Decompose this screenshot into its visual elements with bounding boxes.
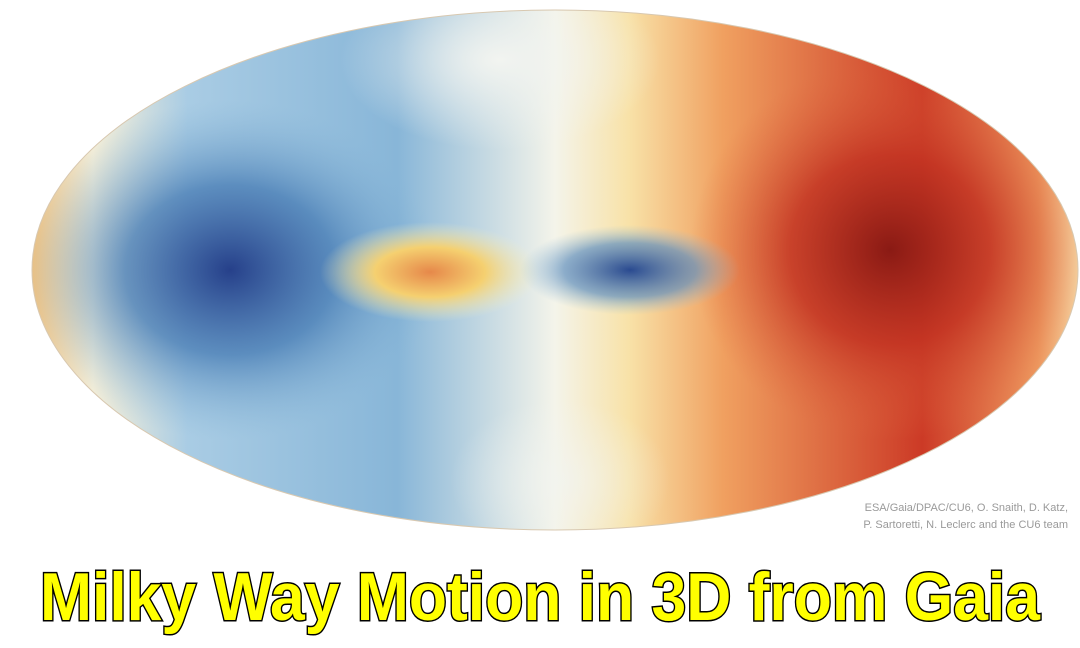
sky-outline <box>31 9 1079 531</box>
credit: P. Sartoretti, N. Leclerc and the CU6 te… <box>863 519 1068 531</box>
sky-map <box>32 10 1078 530</box>
title: Milky Way Motion in 3D from Gaia <box>40 559 1041 635</box>
credit: ESA/Gaia/DPAC/CU6, O. Snaith, D. Katz, <box>865 502 1068 514</box>
